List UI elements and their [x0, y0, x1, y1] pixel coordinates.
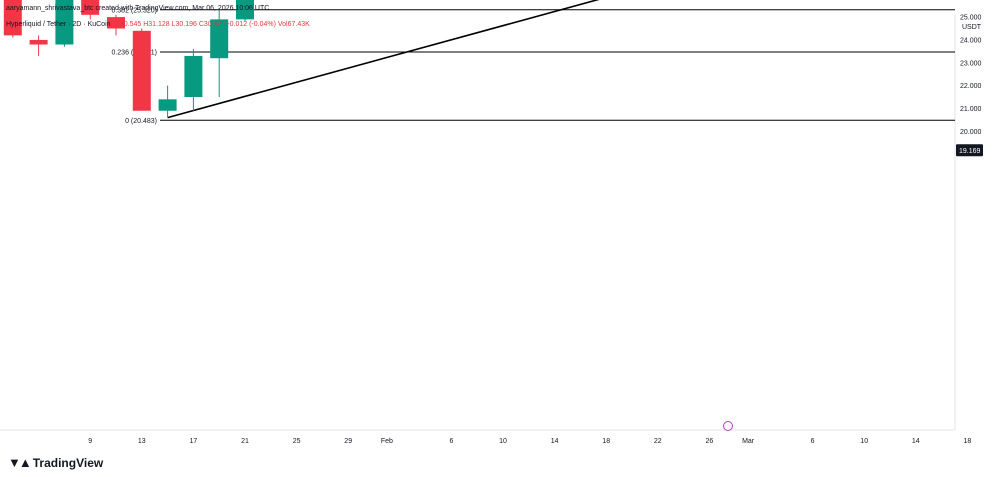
- x-tick-label: 10: [499, 438, 507, 445]
- tradingview-logo[interactable]: ▼▲ TradingView: [8, 455, 103, 470]
- symbol-legend[interactable]: Hyperliquid / Tether · 2D · KuCoin O30.5…: [6, 21, 310, 28]
- x-tick-label: 25: [293, 438, 301, 445]
- ohlc-values: O30.545 H31.128 L30.196 C30.527 -0.012 (…: [114, 21, 310, 28]
- event-marker-icon[interactable]: [723, 421, 733, 431]
- candle-down[interactable]: [3, 0, 22, 36]
- fib-level-label: 0.382 (25.320): [111, 7, 157, 14]
- y-tick-label: 25.000: [960, 15, 982, 22]
- tradingview-logo-icon: ▼▲: [8, 455, 32, 470]
- x-tick-label: Feb: [381, 438, 393, 445]
- candle-up[interactable]: [158, 99, 177, 111]
- chart-credit: aaryamann_shrivastava_btc created with T…: [6, 5, 270, 12]
- candle-down[interactable]: [29, 39, 48, 45]
- x-tick-label: 6: [811, 438, 815, 445]
- candle-up[interactable]: [210, 19, 229, 59]
- y-tick-label: 22.000: [960, 83, 982, 90]
- x-tick-label: 26: [706, 438, 714, 445]
- logo-text: TradingView: [32, 455, 104, 470]
- currency-label: USDT: [962, 24, 982, 31]
- x-tick-label: 21: [241, 438, 249, 445]
- x-tick-label: 18: [964, 438, 972, 445]
- x-tick-label: Mar: [742, 438, 755, 445]
- trendline-support: [167, 0, 600, 119]
- x-tick-label: 14: [912, 438, 920, 445]
- y-tick-label: 20.000: [960, 129, 982, 136]
- candle-up[interactable]: [236, 0, 254, 20]
- low-badge: [956, 144, 983, 157]
- x-tick-label: 18: [602, 438, 610, 445]
- x-tick-label: 17: [190, 438, 198, 445]
- x-tick-label: 22: [654, 438, 662, 445]
- symbol-name: Hyperliquid / Tether · 2D · KuCoin: [6, 21, 111, 28]
- x-tick-label: 29: [344, 438, 352, 445]
- x-tick-label: 13: [138, 438, 146, 445]
- y-tick-label: 23.000: [960, 60, 982, 67]
- candle-down[interactable]: [81, 0, 100, 15]
- candle-down[interactable]: [107, 17, 125, 29]
- low-badge-value: 19.169: [959, 148, 981, 155]
- fib-level-label: 0 (20.483): [125, 118, 157, 125]
- candle-up[interactable]: [55, 0, 74, 45]
- candle-down[interactable]: [132, 30, 151, 111]
- x-tick-label: 9: [88, 438, 92, 445]
- y-tick-label: 21.000: [960, 106, 982, 113]
- x-tick-label: 6: [449, 438, 453, 445]
- x-tick-label: 10: [860, 438, 868, 445]
- candle-up[interactable]: [184, 55, 203, 98]
- x-tick-label: 14: [551, 438, 559, 445]
- y-tick-label: 24.000: [960, 37, 982, 44]
